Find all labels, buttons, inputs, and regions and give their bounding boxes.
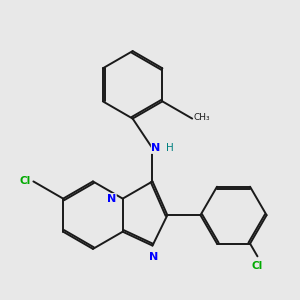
Text: Cl: Cl (20, 176, 31, 186)
Text: CH₃: CH₃ (194, 112, 210, 122)
Text: N: N (107, 194, 116, 204)
Text: N: N (152, 143, 160, 153)
Text: N: N (149, 252, 159, 262)
Text: Cl: Cl (252, 261, 263, 271)
Text: H: H (166, 143, 173, 153)
